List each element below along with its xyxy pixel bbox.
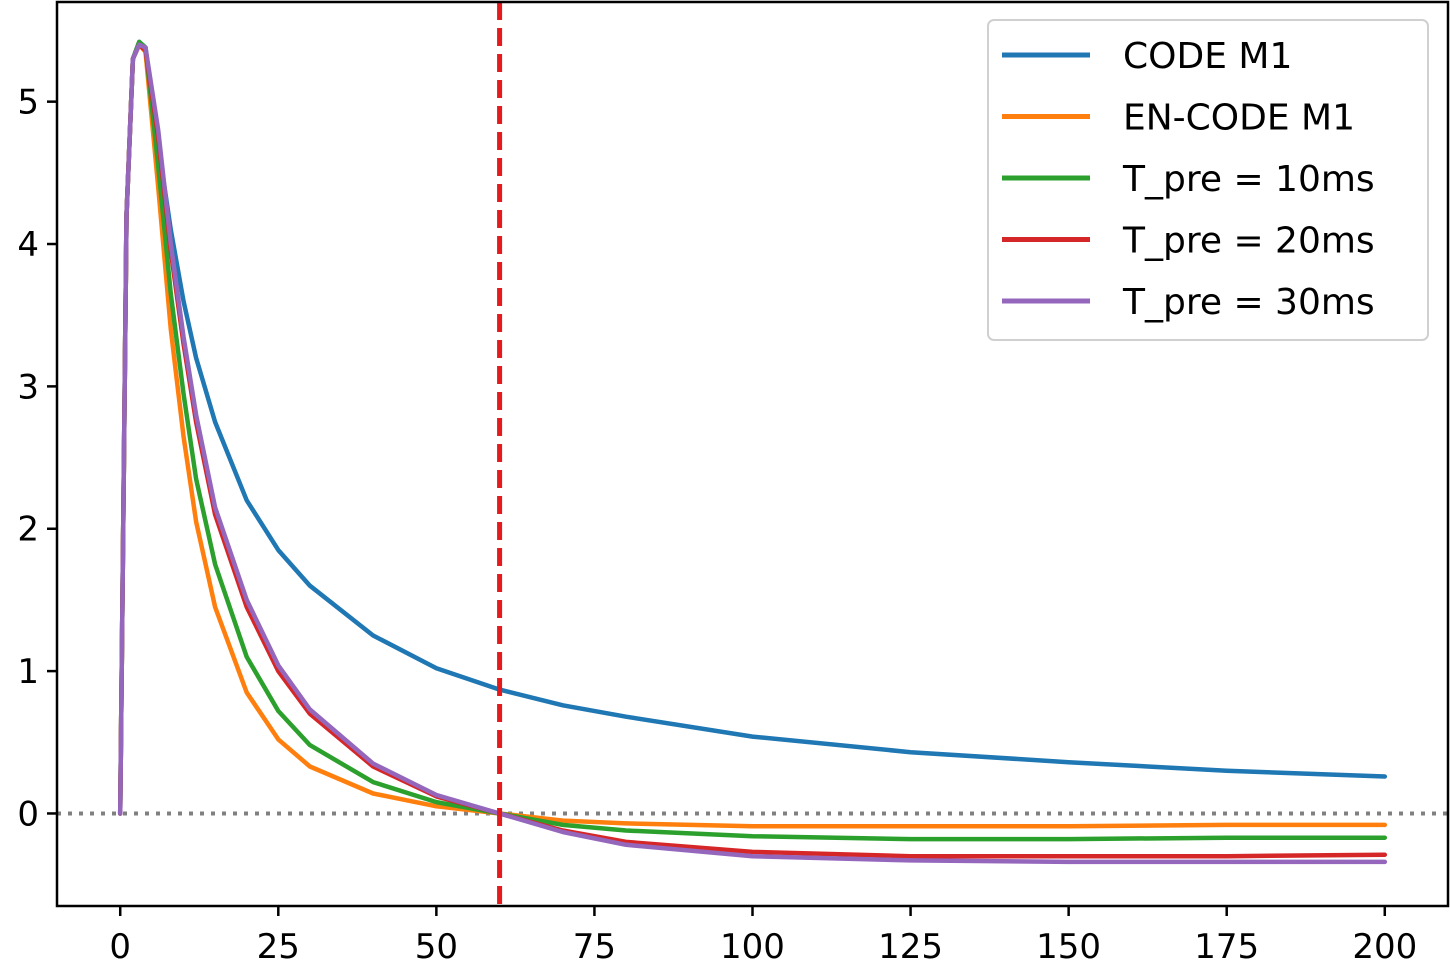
legend-label: T_pre = 10ms <box>1122 159 1375 200</box>
plot-area <box>57 2 1448 906</box>
x-tick-label: 75 <box>573 927 616 967</box>
series-line-5 <box>117 42 1388 865</box>
y-tick-label: 0 <box>17 794 39 834</box>
legend-label: T_pre = 20ms <box>1122 221 1375 262</box>
x-tick-label: 200 <box>1352 927 1417 967</box>
legend: CODE M1 EN-CODE M1 T_pre = 10ms T_pre = 20m… <box>987 19 1429 341</box>
legend-label: CODE M1 <box>1123 36 1292 77</box>
legend-label: T_pre = 30ms <box>1122 282 1375 323</box>
y-tick-label: 5 <box>17 83 39 123</box>
x-tick-label: 0 <box>109 927 131 967</box>
x-tick-label: 150 <box>1036 927 1101 967</box>
axes: 0 25 50 75 100 125 150 175 200 0 1 2 3 4 5 <box>17 0 1450 967</box>
x-tick-label: 175 <box>1194 927 1259 967</box>
y-tick-label: 4 <box>17 225 39 265</box>
y-tick-label: 1 <box>17 652 39 692</box>
x-tick-label: 25 <box>257 927 300 967</box>
legend-box <box>987 19 1429 341</box>
x-tick-label: 125 <box>878 927 943 967</box>
x-tick-label: 100 <box>720 927 785 967</box>
legend-label: EN-CODE M1 <box>1123 98 1355 139</box>
y-tick-label: 2 <box>17 510 39 550</box>
x-tick-label: 50 <box>415 927 458 967</box>
y-tick-label: 3 <box>17 367 39 407</box>
